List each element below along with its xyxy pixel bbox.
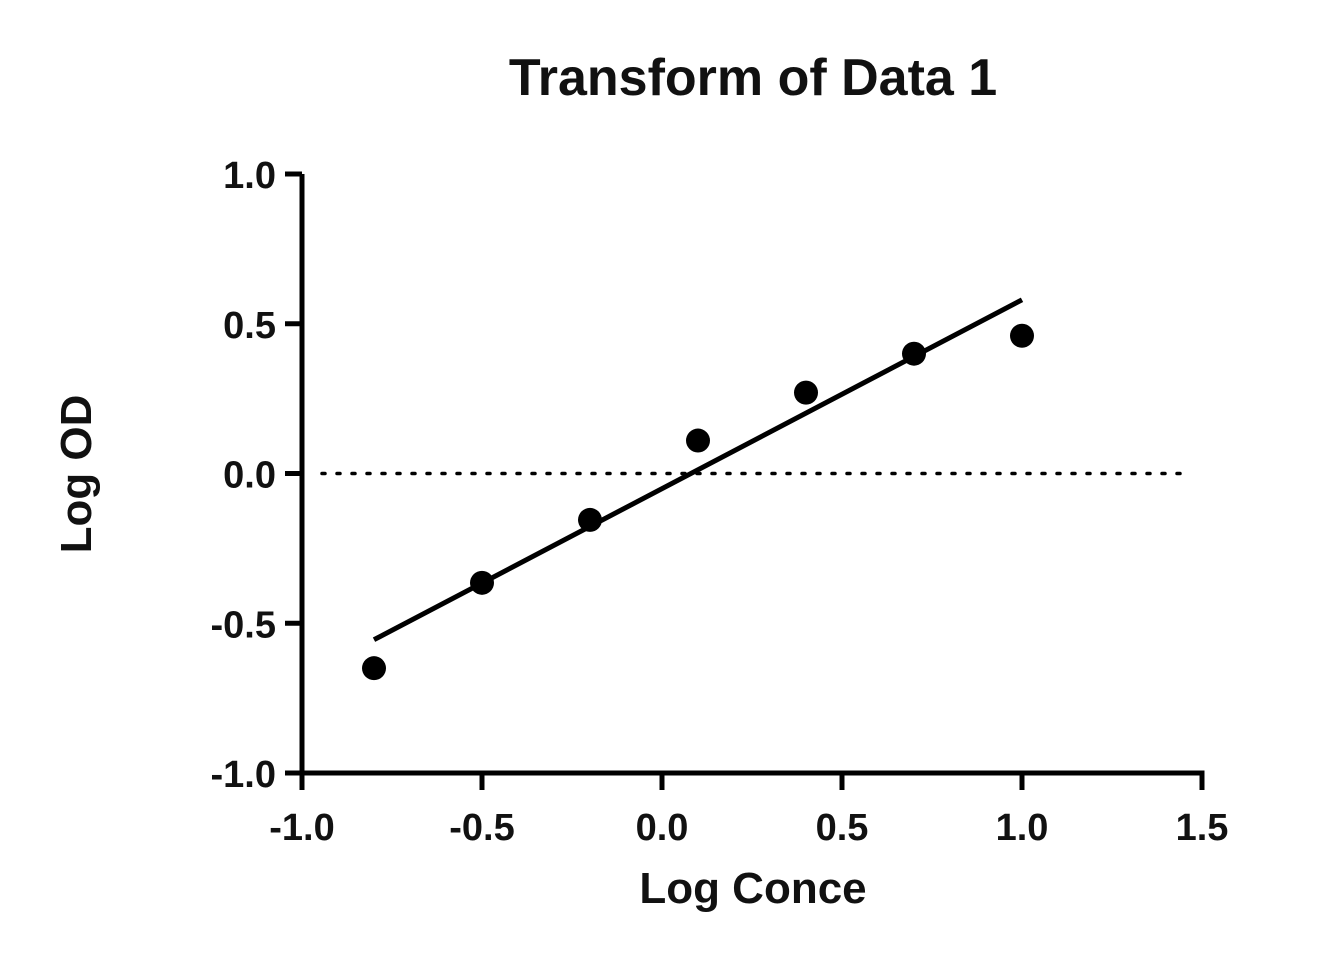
data-point [1010, 323, 1034, 348]
data-point [470, 570, 494, 595]
y-tick-label: -1.0 [211, 754, 276, 796]
plot-area: -1.0 -0.5 0.0 0.5 1.0 -1.0 -0.5 0.0 0.5 1.0 1.5 [211, 155, 1229, 849]
chart-title: Transform of Data 1 [509, 49, 997, 107]
y-tick-label: 0.0 [223, 455, 276, 497]
x-tick-label: 0.0 [636, 807, 689, 849]
y-axis-label: Log OD [52, 395, 101, 554]
data-point [362, 656, 386, 681]
x-tick-label: 1.0 [996, 807, 1049, 849]
y-tick-label: 1.0 [223, 155, 276, 197]
data-point [794, 380, 818, 405]
x-tick-label: 0.5 [816, 807, 869, 849]
x-tick-label: 1.5 [1176, 807, 1229, 849]
data-point [902, 341, 926, 366]
y-tick-label: 0.5 [223, 305, 276, 347]
data-point [686, 428, 710, 453]
x-tick-label: -1.0 [269, 807, 334, 849]
data-point [578, 507, 602, 532]
x-axis-label: Log Conce [639, 864, 866, 913]
y-tick-label: -0.5 [211, 604, 276, 646]
x-tick-label: -0.5 [449, 807, 514, 849]
